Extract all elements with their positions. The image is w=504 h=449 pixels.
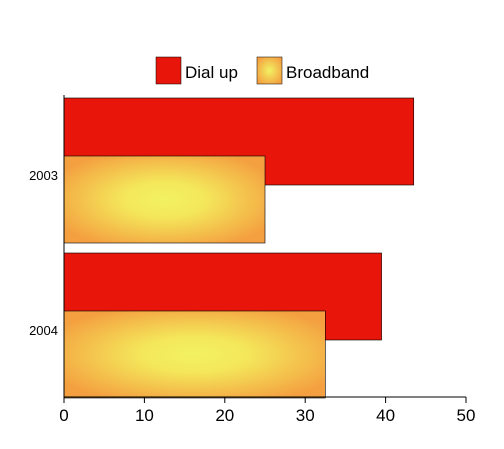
bars [63,97,415,399]
legend-label-dial-up: Dial up [185,63,238,82]
category-label-2004: 2004 [29,323,58,338]
x-tick-label-20: 20 [215,406,234,425]
category-label-2003: 2003 [29,168,58,183]
legend-swatch-broadband [256,56,283,85]
x-tick-label-40: 40 [376,406,395,425]
x-tick-label-10: 10 [135,406,154,425]
category-labels: 2003 2004 [29,168,58,338]
x-tick-label-30: 30 [296,406,315,425]
bar-broadband-2004 [63,310,326,399]
bar-broadband-2003 [63,155,266,244]
x-axis-ticks: 0 10 20 30 40 50 [59,397,475,425]
legend: Dial up Broadband [155,56,369,85]
x-tick-label-50: 50 [457,406,476,425]
x-tick-label-0: 0 [59,406,68,425]
legend-label-broadband: Broadband [286,63,369,82]
legend-swatch-dial-up [155,56,182,85]
